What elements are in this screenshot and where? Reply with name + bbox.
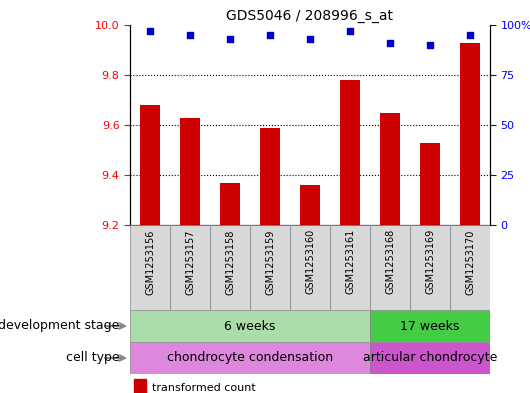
Text: chondrocyte condensation: chondrocyte condensation: [167, 351, 333, 364]
Bar: [140, 105, 160, 225]
Bar: [250, 225, 290, 310]
Bar: [420, 143, 440, 225]
Bar: [210, 225, 250, 310]
Text: GSM1253160: GSM1253160: [305, 229, 315, 294]
Point: [266, 32, 274, 38]
Title: GDS5046 / 208996_s_at: GDS5046 / 208996_s_at: [226, 9, 393, 22]
Text: GSM1253161: GSM1253161: [345, 229, 355, 294]
Bar: [130, 310, 370, 342]
Bar: [410, 225, 450, 310]
Bar: [220, 182, 240, 225]
Bar: [300, 185, 320, 225]
Text: GSM1253170: GSM1253170: [465, 229, 475, 295]
Bar: [134, 379, 146, 393]
Bar: [450, 225, 490, 310]
Text: development stage: development stage: [0, 320, 119, 332]
Text: GSM1253169: GSM1253169: [425, 229, 435, 294]
Bar: [370, 225, 410, 310]
Text: GSM1253158: GSM1253158: [225, 229, 235, 295]
Point: [386, 40, 394, 46]
Text: articular chondrocyte: articular chondrocyte: [363, 351, 497, 364]
Bar: [170, 225, 210, 310]
Bar: [330, 225, 370, 310]
Point: [186, 32, 194, 38]
Text: 17 weeks: 17 weeks: [400, 320, 460, 332]
Bar: [370, 310, 490, 342]
Text: cell type: cell type: [66, 351, 119, 364]
Text: GSM1253157: GSM1253157: [185, 229, 195, 295]
Point: [146, 28, 154, 34]
Bar: [290, 225, 330, 310]
Bar: [460, 42, 480, 225]
Text: transformed count: transformed count: [152, 383, 255, 393]
Point: [426, 42, 434, 48]
Bar: [180, 118, 200, 225]
Text: 6 weeks: 6 weeks: [224, 320, 276, 332]
Point: [346, 28, 354, 34]
Bar: [260, 127, 280, 225]
Point: [306, 36, 314, 42]
Point: [226, 36, 234, 42]
Text: GSM1253159: GSM1253159: [265, 229, 275, 295]
Text: GSM1253168: GSM1253168: [385, 229, 395, 294]
Bar: [380, 112, 400, 225]
Bar: [130, 225, 170, 310]
Bar: [340, 80, 360, 225]
Point: [466, 32, 474, 38]
Bar: [370, 342, 490, 374]
Bar: [130, 342, 370, 374]
Text: GSM1253156: GSM1253156: [145, 229, 155, 295]
